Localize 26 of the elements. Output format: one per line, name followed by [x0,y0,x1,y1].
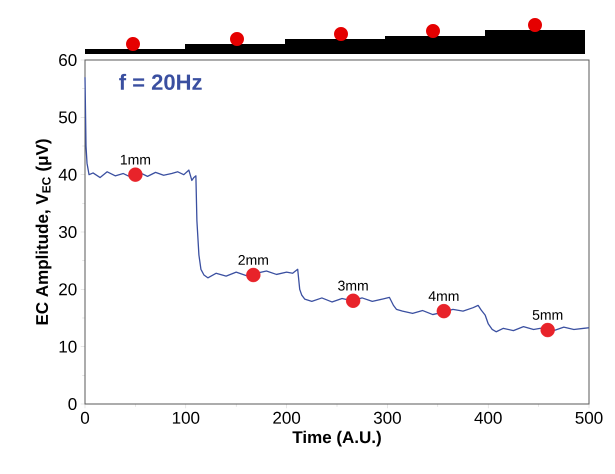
y-tick-label: 20 [59,283,77,296]
y-tick-label: 30 [58,226,77,238]
point [246,268,261,282]
annotation: 5mm [532,310,562,320]
point [540,322,555,338]
x-tick-label: 400 [474,412,502,424]
point [346,294,360,308]
y-tick-label: 0 [68,398,77,410]
point [436,304,452,318]
annotation: 3mm [338,280,368,291]
x-tick-label: 500 [575,412,603,424]
annotation: 4mm [428,291,458,301]
y-tick-label: 50 [58,111,77,124]
x-tick-label: 300 [374,412,401,424]
y-tick-label: 40 [58,168,77,181]
y-axis-title: EC Amplitude, V$_{EC}$ (μV) [36,139,52,324]
y-tick-label: 10 [60,340,77,353]
x-tick-label: 200 [273,412,300,424]
annotation: 1mm [120,154,150,164]
annotation: f = 20Hz [119,74,202,90]
point [128,167,143,182]
x-axis-title: Time (A.U.) [292,430,381,447]
y-tick-label: 60 [59,54,77,66]
x-tick-label: 100 [172,412,200,424]
annotation: 2mm [238,255,268,265]
x-tick-label: 0 [80,412,90,424]
